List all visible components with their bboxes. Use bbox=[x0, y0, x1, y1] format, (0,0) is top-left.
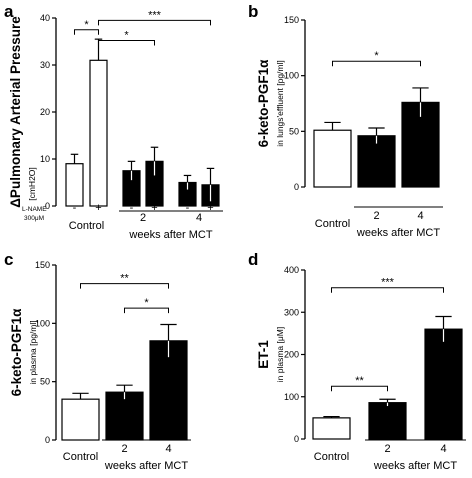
significance-bracket bbox=[332, 60, 421, 67]
group-label: 4 bbox=[440, 443, 446, 455]
significance-bracket bbox=[331, 385, 388, 392]
group-label: 4 bbox=[165, 443, 171, 455]
bar bbox=[313, 129, 352, 188]
lname-concentration: 300μM bbox=[24, 215, 44, 222]
y-tick-label: 150 bbox=[284, 15, 299, 25]
y-tick-label: 0 bbox=[45, 201, 50, 211]
y-tick-label: 150 bbox=[35, 260, 50, 270]
y-tick-label: 20 bbox=[40, 107, 50, 117]
lname-sign: + bbox=[95, 202, 101, 214]
lname-sign: + bbox=[151, 202, 157, 214]
significance-bracket bbox=[124, 307, 169, 314]
chart-a: 0 10 20 30 40 ΔPulmonary Arterial Pressure [cm… bbox=[8, 9, 223, 241]
significance-label: * bbox=[374, 50, 379, 62]
group-label: 2 bbox=[121, 443, 127, 455]
significance-label: *** bbox=[148, 9, 162, 21]
y-tick-label: 10 bbox=[40, 154, 50, 164]
panel-letter-a: a bbox=[4, 2, 14, 21]
panel-letter-d: d bbox=[248, 250, 258, 269]
y-tick-label: 100 bbox=[35, 318, 50, 328]
significance-bracket bbox=[80, 283, 169, 289]
bar bbox=[61, 398, 100, 441]
lname-sign: + bbox=[207, 202, 213, 214]
group-label: 2 bbox=[140, 212, 146, 224]
bar bbox=[312, 417, 351, 440]
y-tick-label: 0 bbox=[294, 434, 299, 444]
y-tick-label: 100 bbox=[284, 71, 299, 81]
significance-bracket bbox=[98, 40, 155, 46]
y-tick-label: 0 bbox=[294, 182, 299, 192]
significance-label: *** bbox=[381, 277, 395, 289]
bar bbox=[65, 163, 84, 207]
y-axis-title: ET-1 bbox=[256, 340, 271, 369]
significance-bracket bbox=[98, 19, 211, 26]
lname-sign: - bbox=[186, 202, 190, 214]
group-caption: weeks after MCT bbox=[128, 229, 212, 241]
group-label: Control bbox=[314, 451, 349, 463]
group-label: 4 bbox=[417, 210, 423, 222]
group-label: 4 bbox=[196, 212, 202, 224]
bar bbox=[424, 328, 463, 440]
significance-label: ** bbox=[355, 375, 364, 387]
bar bbox=[89, 59, 108, 207]
group-caption: weeks after MCT bbox=[373, 460, 457, 472]
bar bbox=[368, 402, 407, 440]
panel-letter-b: b bbox=[248, 2, 258, 21]
significance-label: * bbox=[124, 30, 129, 42]
y-axis-unit: in plasma [pg/ml] bbox=[28, 320, 38, 384]
y-axis-title: 6-keto-PGF1α bbox=[256, 59, 271, 148]
y-tick-label: 50 bbox=[289, 126, 299, 136]
significance-label: ** bbox=[120, 273, 129, 285]
group-label: Control bbox=[63, 451, 98, 463]
group-label: Control bbox=[69, 220, 104, 232]
chart-d: 0 100 200 300 400 ET-1 in plasma [μM] Control 2 4… bbox=[256, 265, 466, 472]
y-tick-label: 400 bbox=[284, 265, 299, 275]
bar bbox=[105, 391, 144, 441]
y-axis-title: ΔPulmonary Arterial Pressure bbox=[8, 16, 23, 208]
chart-c: 0 50 100 150 6-keto-PGF1α in plasma [pg/ml] Co… bbox=[9, 260, 191, 472]
significance-label: * bbox=[144, 297, 149, 309]
panel-letter-c: c bbox=[4, 250, 13, 269]
y-axis-unit: in lungs'effluent [pg/ml] bbox=[275, 60, 285, 147]
lname-sign: - bbox=[73, 202, 77, 214]
y-tick-label: 50 bbox=[40, 377, 50, 387]
significance-bracket bbox=[331, 287, 444, 293]
y-axis-unit: [cmH2O] bbox=[27, 167, 37, 201]
significance-bracket bbox=[74, 29, 99, 35]
y-axis-unit: in plasma [μM] bbox=[275, 327, 285, 382]
y-tick-label: 100 bbox=[284, 392, 299, 402]
lname-label: L-NAME bbox=[22, 206, 47, 213]
y-tick-label: 200 bbox=[284, 350, 299, 360]
lname-sign: - bbox=[130, 202, 134, 214]
significance-label: * bbox=[84, 19, 89, 31]
y-tick-label: 300 bbox=[284, 307, 299, 317]
group-label: 2 bbox=[384, 443, 390, 455]
group-caption: weeks after MCT bbox=[356, 227, 440, 239]
y-tick-label: 30 bbox=[40, 60, 50, 70]
group-caption: weeks after MCT bbox=[104, 460, 188, 472]
group-label: 2 bbox=[373, 210, 379, 222]
y-tick-label: 40 bbox=[40, 13, 50, 23]
y-tick-label: 0 bbox=[45, 435, 50, 445]
chart-b: 0 50 100 150 6-keto-PGF1α in lungs'effluent [… bbox=[256, 15, 443, 239]
group-label: Control bbox=[315, 218, 350, 230]
y-axis-title: 6-keto-PGF1α bbox=[9, 308, 24, 397]
